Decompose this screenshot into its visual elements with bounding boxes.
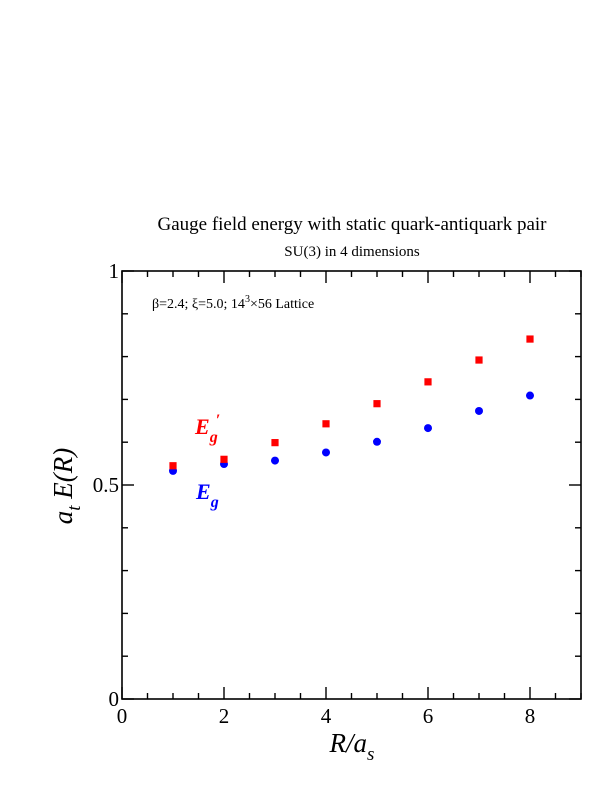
data-point-eg (373, 437, 381, 446)
x-tick-label: 0 (117, 704, 128, 728)
chart-subtitle: SU(3) in 4 dimensions (284, 244, 420, 260)
y-tick-label: 0.5 (93, 473, 119, 497)
lattice-annotation: β=2.4; ξ=5.0; 143×56 Lattice (152, 294, 314, 312)
x-tick-label: 8 (525, 704, 536, 728)
axis-ticks (121, 270, 582, 700)
data-point-eg-prime (373, 400, 381, 408)
y-axis-label: at E(R) (48, 448, 85, 525)
tick-labels: 0 2 4 6 8 0 0.5 1 (93, 259, 536, 728)
x-tick-label: 4 (321, 704, 332, 728)
data-point-eg-prime (169, 462, 177, 470)
x-tick-label: 6 (423, 704, 434, 728)
y-tick-label: 0 (109, 687, 120, 711)
data-points (169, 335, 534, 475)
chart-title: Gauge field energy with static quark-ant… (157, 214, 547, 235)
x-axis-label: R/as (329, 728, 375, 765)
plot-frame (121, 270, 582, 700)
data-point-eg-prime (475, 356, 483, 364)
data-point-eg (322, 448, 330, 457)
data-point-eg (526, 391, 534, 400)
series-label-eg: Eg (195, 479, 219, 511)
data-point-eg-prime (526, 335, 534, 343)
data-point-eg (475, 406, 483, 415)
data-point-eg-prime (220, 455, 228, 463)
data-point-eg-prime (271, 439, 279, 447)
series-label-eg-prime: Eg′ (194, 412, 220, 446)
data-point-eg-prime (424, 378, 432, 386)
data-point-eg (271, 456, 279, 465)
x-tick-label: 2 (219, 704, 230, 728)
data-point-eg (424, 424, 432, 433)
data-point-eg-prime (322, 420, 330, 428)
y-tick-label: 1 (109, 259, 120, 283)
